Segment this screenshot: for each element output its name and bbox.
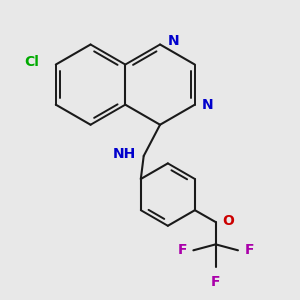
Text: F: F xyxy=(177,243,187,257)
Text: F: F xyxy=(211,275,220,289)
Text: O: O xyxy=(222,214,234,228)
Text: NH: NH xyxy=(113,148,136,161)
Text: F: F xyxy=(244,243,254,257)
Text: Cl: Cl xyxy=(25,55,40,69)
Text: N: N xyxy=(202,98,214,112)
Text: N: N xyxy=(167,34,179,48)
